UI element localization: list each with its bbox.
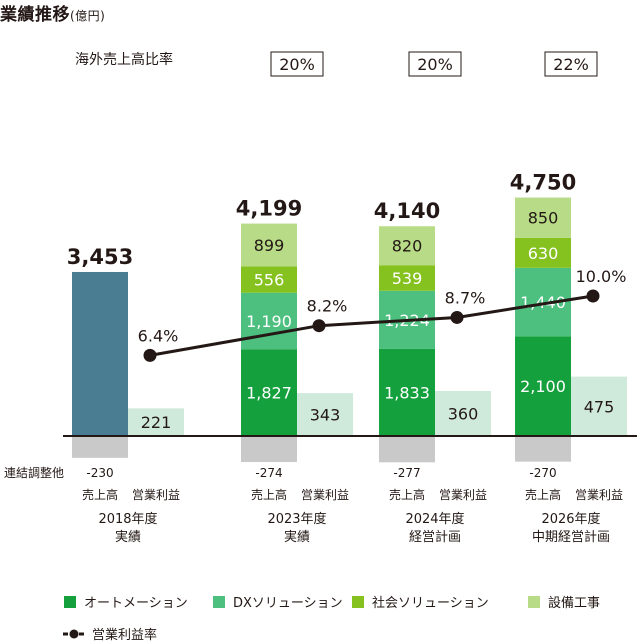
legend-label-0: オートメーション	[84, 596, 188, 611]
operating-margin-point-2	[450, 310, 464, 324]
profit-bar-3	[571, 376, 627, 436]
sales-segment-label-2-0: 1,833	[384, 383, 430, 402]
legend-swatch-2	[352, 596, 364, 608]
x-profit-label-0: 営業利益	[132, 488, 180, 502]
legend-label-4: 営業利益率	[92, 627, 157, 643]
sales-segment-label-2-3: 820	[392, 237, 423, 256]
adjustment-caption: 連結調整他	[4, 465, 64, 480]
sales-segment-label-1-2: 556	[254, 270, 285, 289]
x-period-label-1: 2023年度	[267, 511, 326, 527]
x-profit-label-3: 営業利益	[575, 488, 623, 502]
x-status-label-1: 実績	[284, 529, 310, 545]
sales-segment-label-1-0: 1,827	[246, 384, 292, 403]
adjustment-bar-1	[241, 436, 297, 463]
overseas-ratio-box-3	[544, 51, 598, 77]
x-period-label-0: 2018年度	[98, 511, 157, 527]
adjustment-bar-3	[515, 436, 571, 462]
sales-segment-label-2-2: 539	[392, 269, 423, 288]
legend-swatch-0	[64, 596, 76, 608]
adjustment-bar-2	[379, 436, 435, 463]
sales-segment-2-0	[379, 348, 435, 436]
x-status-label-2: 経営計画	[409, 529, 461, 545]
adjustment-label-2: -277	[393, 466, 420, 480]
operating-margin-label-1: 8.2%	[307, 297, 348, 316]
profit-label-2: 360	[448, 405, 479, 424]
legend-label-3: 設備工事	[548, 595, 600, 611]
sales-segment-label-3-0: 2,100	[520, 377, 566, 396]
overseas-ratio-label: 海外売上高比率	[75, 51, 173, 68]
sales-segment-label-3-3: 850	[528, 209, 559, 228]
profit-label-0: 221	[141, 413, 172, 432]
profit-bar-1	[297, 393, 353, 436]
operating-margin-point-3	[586, 289, 600, 303]
sales-segment-3-2	[515, 237, 571, 268]
legend-dot-marker	[69, 629, 79, 639]
x-period-label-3: 2026年度	[541, 511, 600, 527]
overseas-ratio-value-2: 20%	[417, 55, 453, 74]
x-profit-label-2: 営業利益	[439, 488, 487, 502]
sales-segment-3-0	[515, 336, 571, 436]
sales-bar-0	[72, 271, 128, 436]
legend-swatch-1	[213, 596, 225, 608]
sales-segment-1-2	[241, 266, 297, 293]
x-status-label-0: 実績	[115, 529, 141, 545]
legend-label-2: 社会ソリューション	[372, 595, 489, 611]
profit-label-3: 475	[584, 397, 615, 416]
chart-unit: (億円)	[70, 9, 106, 23]
profit-bar-2	[435, 391, 491, 436]
x-sales-label-2: 売上高	[389, 487, 425, 502]
sales-segment-2-3	[379, 226, 435, 266]
adjustment-label-3: -270	[529, 466, 556, 480]
chart-title: 業績推移(億円)	[0, 0, 105, 25]
adjustment-label-1: -274	[255, 466, 282, 480]
sales-segment-1-1	[241, 292, 297, 350]
sales-total-label-0: 3,453	[67, 245, 133, 269]
overseas-ratio-box-2	[408, 51, 462, 77]
x-status-label-3: 中期経営計画	[532, 529, 610, 545]
operating-margin-label-0: 6.4%	[138, 326, 179, 345]
legend-label-1: DXソリューション	[233, 596, 343, 611]
sales-total-label-2: 4,140	[374, 199, 440, 223]
operating-margin-label-3: 10.0%	[576, 267, 627, 286]
sales-segment-1-0	[241, 349, 297, 436]
sales-segment-1-3	[241, 223, 297, 267]
operating-margin-point-0	[143, 348, 157, 362]
operating-margin-label-2: 8.7%	[445, 288, 486, 307]
sales-segment-label-1-1: 1,190	[246, 312, 292, 331]
sales-segment-3-3	[515, 197, 571, 238]
legend-swatch-3	[528, 596, 540, 608]
chart-title-text: 業績推移	[0, 5, 70, 25]
sales-segment-label-3-2: 630	[528, 244, 559, 263]
sales-segment-label-1-3: 899	[254, 236, 285, 255]
x-profit-label-1: 営業利益	[301, 488, 349, 502]
profit-bar-0	[128, 408, 184, 436]
overseas-ratio-value-1: 20%	[279, 55, 315, 74]
operating-margin-point-1	[312, 319, 326, 333]
sales-segment-2-2	[379, 265, 435, 291]
x-sales-label-3: 売上高	[525, 487, 561, 502]
adjustment-bar-0	[72, 436, 128, 458]
adjustment-label-0: -230	[86, 466, 113, 480]
sales-total-label-3: 4,750	[510, 171, 576, 195]
x-sales-label-0: 売上高	[82, 487, 118, 502]
x-sales-label-1: 売上高	[251, 487, 287, 502]
overseas-ratio-box-1	[270, 51, 324, 77]
overseas-ratio-value-3: 22%	[553, 55, 589, 74]
profit-label-1: 343	[310, 406, 341, 425]
operating-margin-line	[149, 294, 594, 357]
x-period-label-2: 2024年度	[405, 511, 464, 527]
sales-total-label-1: 4,199	[236, 197, 302, 221]
